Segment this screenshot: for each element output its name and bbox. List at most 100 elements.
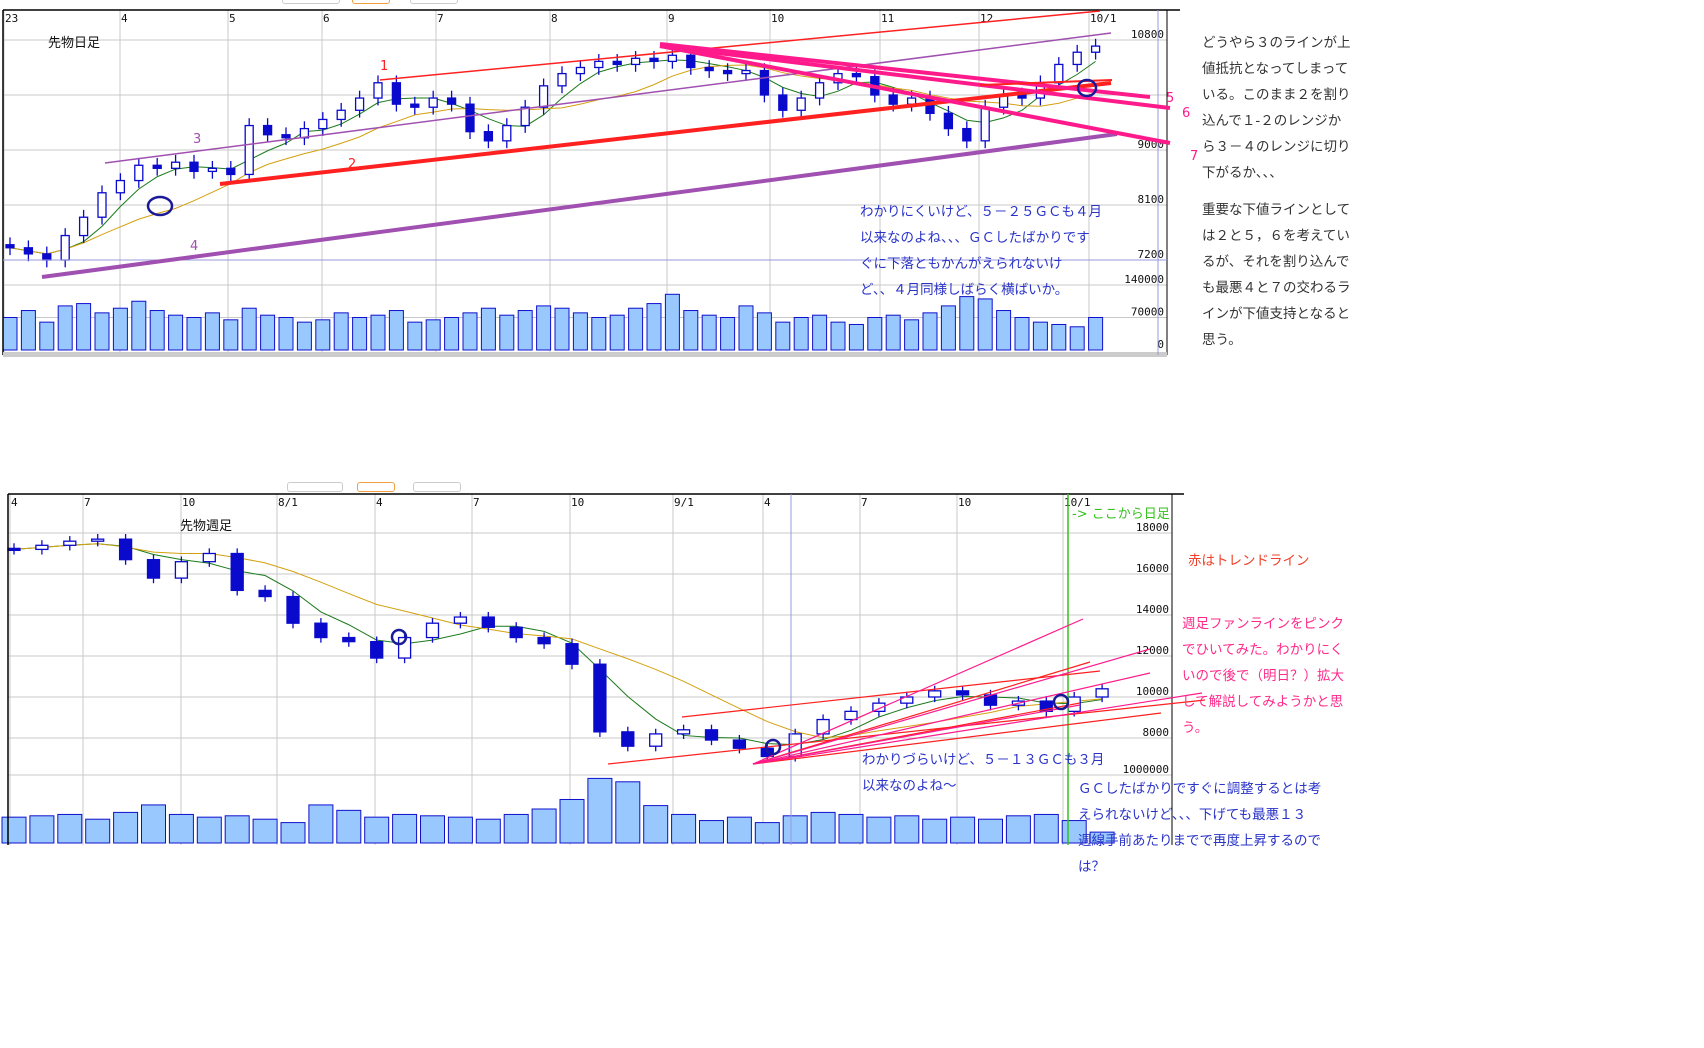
volume-bar bbox=[664, 293, 680, 351]
volume-bar bbox=[308, 804, 334, 844]
candle bbox=[962, 127, 972, 142]
note-line: して解説してみようかと思 bbox=[1182, 694, 1344, 710]
candle bbox=[226, 167, 236, 176]
toolbar-tab-active[interactable] bbox=[357, 482, 395, 492]
volume-bar bbox=[572, 312, 588, 351]
volume-bar bbox=[296, 321, 312, 351]
trendline-2 bbox=[219, 81, 1112, 186]
x-tick-label: 5 bbox=[229, 12, 236, 25]
candle bbox=[465, 103, 475, 133]
toolbar-tab[interactable] bbox=[410, 0, 458, 4]
volume-bar bbox=[922, 818, 948, 844]
candle bbox=[314, 622, 328, 639]
y-tick-label: 10000 bbox=[1136, 685, 1169, 698]
x-tick-label: 6 bbox=[323, 12, 330, 25]
volume-bar bbox=[315, 319, 331, 351]
candle bbox=[520, 106, 530, 127]
golden-cross-circle bbox=[764, 738, 782, 756]
volume-bar bbox=[196, 816, 222, 844]
candle bbox=[778, 94, 788, 111]
volume-bar bbox=[252, 818, 278, 844]
candle bbox=[286, 595, 300, 624]
volume-bar bbox=[76, 303, 92, 351]
volume-bar bbox=[978, 818, 1003, 844]
fan-line bbox=[752, 672, 1151, 765]
x-tick-label: 4 bbox=[764, 496, 771, 509]
note-line: 以来なのよね～ bbox=[862, 778, 957, 794]
note-line: るが、それを割り込んで bbox=[1202, 254, 1350, 270]
trendline-label: 3 bbox=[193, 132, 201, 147]
volume-bar bbox=[29, 815, 55, 844]
volume-bar bbox=[591, 317, 607, 351]
candle bbox=[42, 253, 52, 261]
y-tick-label: 16000 bbox=[1136, 562, 1169, 575]
candle bbox=[146, 559, 161, 579]
volume-bar bbox=[996, 310, 1012, 351]
x-tick-label: 7 bbox=[84, 496, 91, 509]
volume-bar bbox=[671, 813, 697, 844]
candle bbox=[244, 124, 254, 176]
toolbar-tab[interactable] bbox=[287, 482, 343, 492]
y-tick-label: 14000 bbox=[1136, 603, 1169, 616]
volume-bar bbox=[950, 816, 976, 844]
candle bbox=[612, 60, 622, 66]
candle bbox=[676, 729, 691, 735]
volume-bar bbox=[333, 312, 349, 351]
volume-bar bbox=[113, 811, 139, 844]
volume-bar bbox=[503, 813, 529, 844]
volume-bar bbox=[388, 310, 404, 351]
volume-bar bbox=[643, 805, 669, 844]
candle bbox=[281, 134, 291, 139]
toolbar-tab[interactable] bbox=[282, 0, 340, 4]
note-line: インが下値支持となると bbox=[1202, 306, 1351, 322]
volume-bar bbox=[352, 317, 368, 351]
volume-bar bbox=[810, 811, 836, 844]
candle bbox=[906, 97, 917, 105]
candle bbox=[509, 626, 523, 639]
x-tick-label: 10 bbox=[182, 496, 195, 509]
candle bbox=[594, 60, 604, 69]
note-line: どうやら３のラインが上 bbox=[1202, 35, 1351, 51]
trendline bbox=[752, 661, 1091, 765]
weekly-chart: 4 7 10 8/1 4 7 10 9/1 4 7 10 10/1 18000 16000 14000 120… bbox=[1, 493, 1206, 845]
candle bbox=[174, 561, 189, 579]
note-line: ど、、４月同様しばらく横ばいか。 bbox=[860, 282, 1069, 298]
note-line: 週線手前あたりまでで再度上昇するので bbox=[1078, 833, 1321, 849]
candle bbox=[943, 112, 954, 130]
volume-bar bbox=[392, 813, 418, 844]
note-line: えられないけど、、、下げても最悪１３ bbox=[1078, 807, 1307, 823]
volume-bar bbox=[756, 312, 772, 351]
volume-bar bbox=[701, 314, 717, 351]
note-line: は２と５，６を考えてい bbox=[1202, 228, 1350, 244]
volume-tick-label: 70000 bbox=[1131, 306, 1164, 319]
note-line: わかりにくいけど、５－２５ＧＣも４月 bbox=[860, 204, 1103, 220]
x-tick-label: 10 bbox=[771, 12, 784, 25]
toolbar-tab[interactable] bbox=[413, 482, 461, 492]
toolbar-tab-active[interactable] bbox=[352, 0, 390, 4]
volume-bar bbox=[775, 321, 791, 351]
volume-bar bbox=[517, 310, 533, 351]
note-line: いる。このまま２を割り bbox=[1202, 87, 1351, 103]
volume-bar bbox=[370, 314, 386, 351]
volume-bar bbox=[1032, 321, 1048, 351]
candle bbox=[410, 103, 420, 108]
weekly-chart-title: 先物週足 bbox=[180, 519, 233, 534]
daily-chart-comment: わかりにくいけど、５－２５ＧＣも４月 以来なのよね、、、ＧＣしたばかりです ぐに下落… bbox=[860, 199, 1102, 303]
y-tick-label: 10800 bbox=[1131, 28, 1164, 41]
volume-bar bbox=[1005, 815, 1031, 844]
candle bbox=[35, 544, 49, 551]
candle bbox=[170, 161, 181, 169]
volume-bar bbox=[241, 307, 257, 351]
volume-bar bbox=[260, 314, 276, 351]
volume-bar bbox=[224, 815, 250, 844]
candle bbox=[373, 82, 383, 99]
candle bbox=[336, 109, 346, 121]
note-line: も最悪４と７の交わるラ bbox=[1202, 280, 1351, 296]
volume-bar bbox=[885, 314, 901, 351]
volume-bar bbox=[782, 815, 808, 844]
volume-bar bbox=[499, 314, 515, 351]
candle bbox=[816, 718, 830, 735]
candle bbox=[686, 54, 696, 69]
candle bbox=[851, 72, 862, 78]
candle bbox=[342, 636, 356, 643]
